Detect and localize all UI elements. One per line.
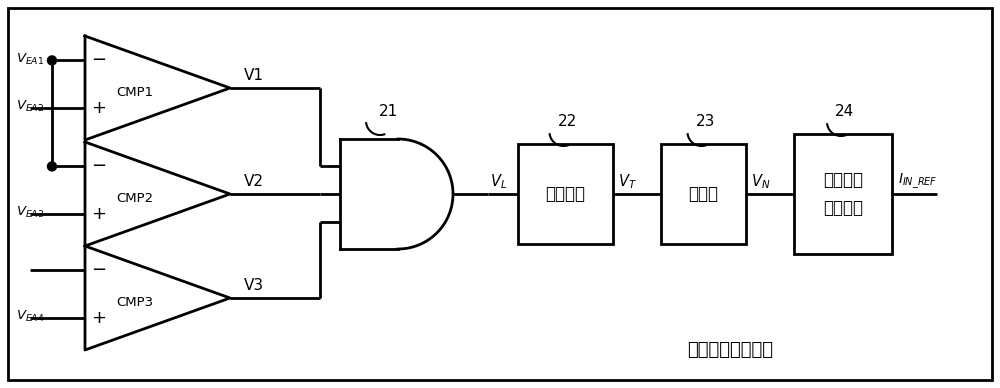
Text: CMP3: CMP3 (116, 296, 154, 310)
Text: 基准电流调节电路: 基准电流调节电路 (687, 341, 773, 359)
Text: 计数器: 计数器 (688, 185, 718, 203)
Text: −: − (91, 51, 107, 69)
Text: $V_{EA2}$: $V_{EA2}$ (16, 99, 44, 114)
Text: 22: 22 (558, 114, 577, 130)
Text: 基准信号: 基准信号 (823, 171, 863, 189)
Text: $V_{EA3}$: $V_{EA3}$ (16, 205, 44, 220)
Text: +: + (92, 309, 106, 327)
Text: 24: 24 (835, 104, 855, 120)
Text: $I_{IN\_REF}$: $I_{IN\_REF}$ (898, 171, 938, 191)
Text: V2: V2 (244, 173, 264, 189)
Text: CMP1: CMP1 (116, 87, 154, 99)
Bar (794, 134, 892, 254)
Text: $V_T$: $V_T$ (618, 173, 637, 191)
Text: V1: V1 (244, 68, 264, 83)
Text: −: − (91, 157, 107, 175)
Circle shape (48, 56, 56, 65)
Circle shape (48, 162, 56, 171)
Text: 21: 21 (378, 104, 398, 118)
Text: $V_L$: $V_L$ (490, 173, 507, 191)
Text: $V_{EA4}$: $V_{EA4}$ (16, 309, 45, 324)
Text: −: − (91, 261, 107, 279)
Text: $V_N$: $V_N$ (751, 173, 770, 191)
Text: +: + (92, 205, 106, 223)
Bar (661, 144, 746, 244)
Text: 计时电路: 计时电路 (546, 185, 586, 203)
Text: 23: 23 (696, 114, 715, 130)
Text: V3: V3 (244, 277, 264, 293)
Text: 加减电路: 加减电路 (823, 199, 863, 217)
Text: $V_{EA1}$: $V_{EA1}$ (16, 52, 44, 67)
Text: +: + (92, 99, 106, 117)
Text: CMP2: CMP2 (116, 192, 154, 206)
Bar (518, 144, 613, 244)
